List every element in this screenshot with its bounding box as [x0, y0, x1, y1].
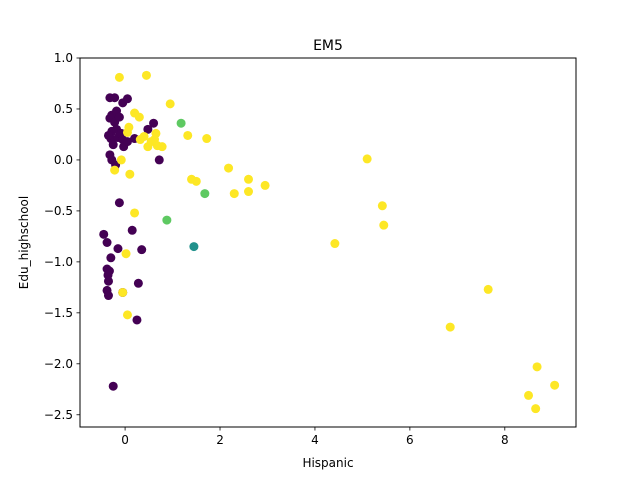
scatter-point [524, 390, 534, 400]
scatter-point [116, 155, 126, 165]
scatter-point [103, 276, 113, 286]
x-tick-label: 4 [311, 433, 319, 447]
plot-frame [79, 57, 577, 428]
scatter-point [191, 176, 201, 186]
scatter-point [379, 220, 389, 230]
y-tick-label: 1.0 [54, 51, 73, 65]
scatter-point [132, 315, 142, 325]
scatter-point [122, 310, 132, 320]
y-tick-label: 0.0 [54, 153, 73, 167]
scatter-point [141, 70, 151, 80]
scatter-point [110, 165, 120, 175]
y-tick-label: 0.5 [54, 102, 73, 116]
y-tick-label: −1.5 [44, 306, 73, 320]
scatter-point [445, 322, 455, 332]
x-axis-label: Hispanic [302, 456, 353, 470]
scatter-point [121, 249, 131, 259]
scatter-point [110, 93, 120, 103]
chart-title: EM5 [313, 38, 343, 54]
scatter-point [103, 130, 113, 140]
scatter-point [108, 381, 118, 391]
x-tick-label: 8 [501, 433, 509, 447]
scatter-point [165, 99, 175, 109]
scatter-point [102, 238, 112, 247]
scatter-point [183, 130, 193, 140]
scatter-point [108, 140, 118, 150]
scatter-point [146, 137, 156, 147]
scatter-point [113, 244, 123, 254]
scatter-point [114, 198, 124, 208]
scatter-point [532, 362, 542, 372]
scatter-point [127, 225, 137, 235]
scatter-point [133, 278, 143, 288]
scatter-point [134, 112, 144, 122]
scatter-point [244, 187, 253, 197]
scatter-point [483, 284, 493, 294]
scatter-point [202, 134, 212, 144]
scatter-point [122, 137, 132, 147]
scatter-point [114, 112, 124, 122]
scatter-point [122, 127, 132, 137]
scatter-point [224, 163, 234, 173]
scatter-point [260, 180, 270, 190]
scatter-point [125, 169, 135, 179]
x-tick-label: 0 [121, 433, 129, 447]
points-layer [99, 70, 560, 414]
y-tick-label: −0.5 [44, 204, 73, 218]
scatter-point [154, 155, 164, 165]
scatter-point [103, 291, 113, 301]
scatter-point [157, 142, 167, 152]
scatter-point [122, 94, 132, 104]
y-tick-label: −2.0 [44, 357, 73, 371]
scatter-point [550, 380, 560, 390]
ticks-layer: 0 2 4 6 8 1.0 0.5 0.0 −0.5 −1.0 −1.5 −2.0 −2.5 [44, 51, 509, 447]
scatter-point [162, 215, 172, 225]
y-tick-label: −2.5 [44, 408, 73, 422]
scatter-point [118, 287, 128, 297]
scatter-point [531, 404, 541, 414]
scatter-point [135, 135, 145, 145]
plot-area [80, 58, 576, 427]
scatter-point [130, 208, 140, 218]
scatter-point [244, 174, 253, 184]
x-tick-label: 6 [406, 433, 414, 447]
y-axis-label: Edu_highschool [17, 196, 31, 289]
scatter-point [362, 154, 372, 164]
x-tick-label: 2 [216, 433, 224, 447]
scatter-point [189, 242, 199, 252]
scatter-point [114, 72, 124, 82]
scatter-point [176, 118, 186, 128]
scatter-point [106, 253, 116, 263]
scatter-point [200, 189, 210, 199]
scatter-point [143, 124, 153, 134]
scatter-point [377, 201, 387, 211]
scatter-point [330, 239, 340, 249]
scatter-point [99, 229, 109, 239]
y-tick-label: −1.0 [44, 255, 73, 269]
scatter-point [137, 245, 147, 255]
scatter-point [229, 189, 239, 199]
scatter-point [149, 118, 159, 128]
